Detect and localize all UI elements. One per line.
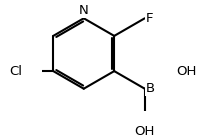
Text: B: B [145, 82, 154, 95]
Text: N: N [79, 4, 88, 17]
Text: OH: OH [134, 125, 154, 138]
Text: OH: OH [175, 65, 195, 78]
Text: F: F [145, 12, 152, 25]
Text: Cl: Cl [9, 65, 22, 78]
